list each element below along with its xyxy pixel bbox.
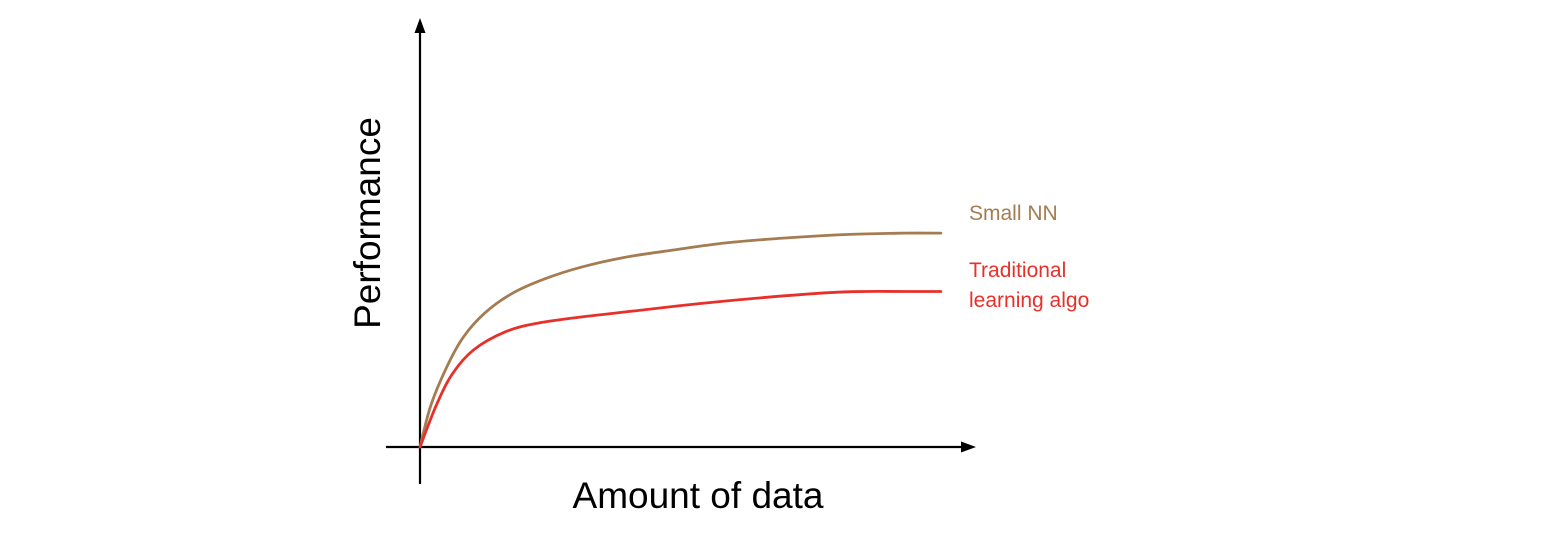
series-label-small-nn: Small NN: [969, 202, 1058, 225]
series-line-small-nn: [418, 231, 943, 449]
series-line-traditional-learning-algo: [418, 289, 943, 449]
series-label-line: Small NN: [969, 202, 1058, 225]
x-axis-title: Amount of data: [573, 475, 824, 516]
series-label-line: learning algo: [969, 289, 1089, 312]
x-axis-arrow-icon: [961, 441, 976, 453]
y-axis-title: Performance: [347, 117, 388, 329]
series-label-line: Traditional: [969, 259, 1066, 282]
series-label-traditional-learning-algo: Traditional learning algo: [969, 259, 1089, 312]
series-layer: Small NN Traditional learning algo: [418, 202, 1089, 449]
y-axis-arrow-icon: [414, 18, 426, 33]
